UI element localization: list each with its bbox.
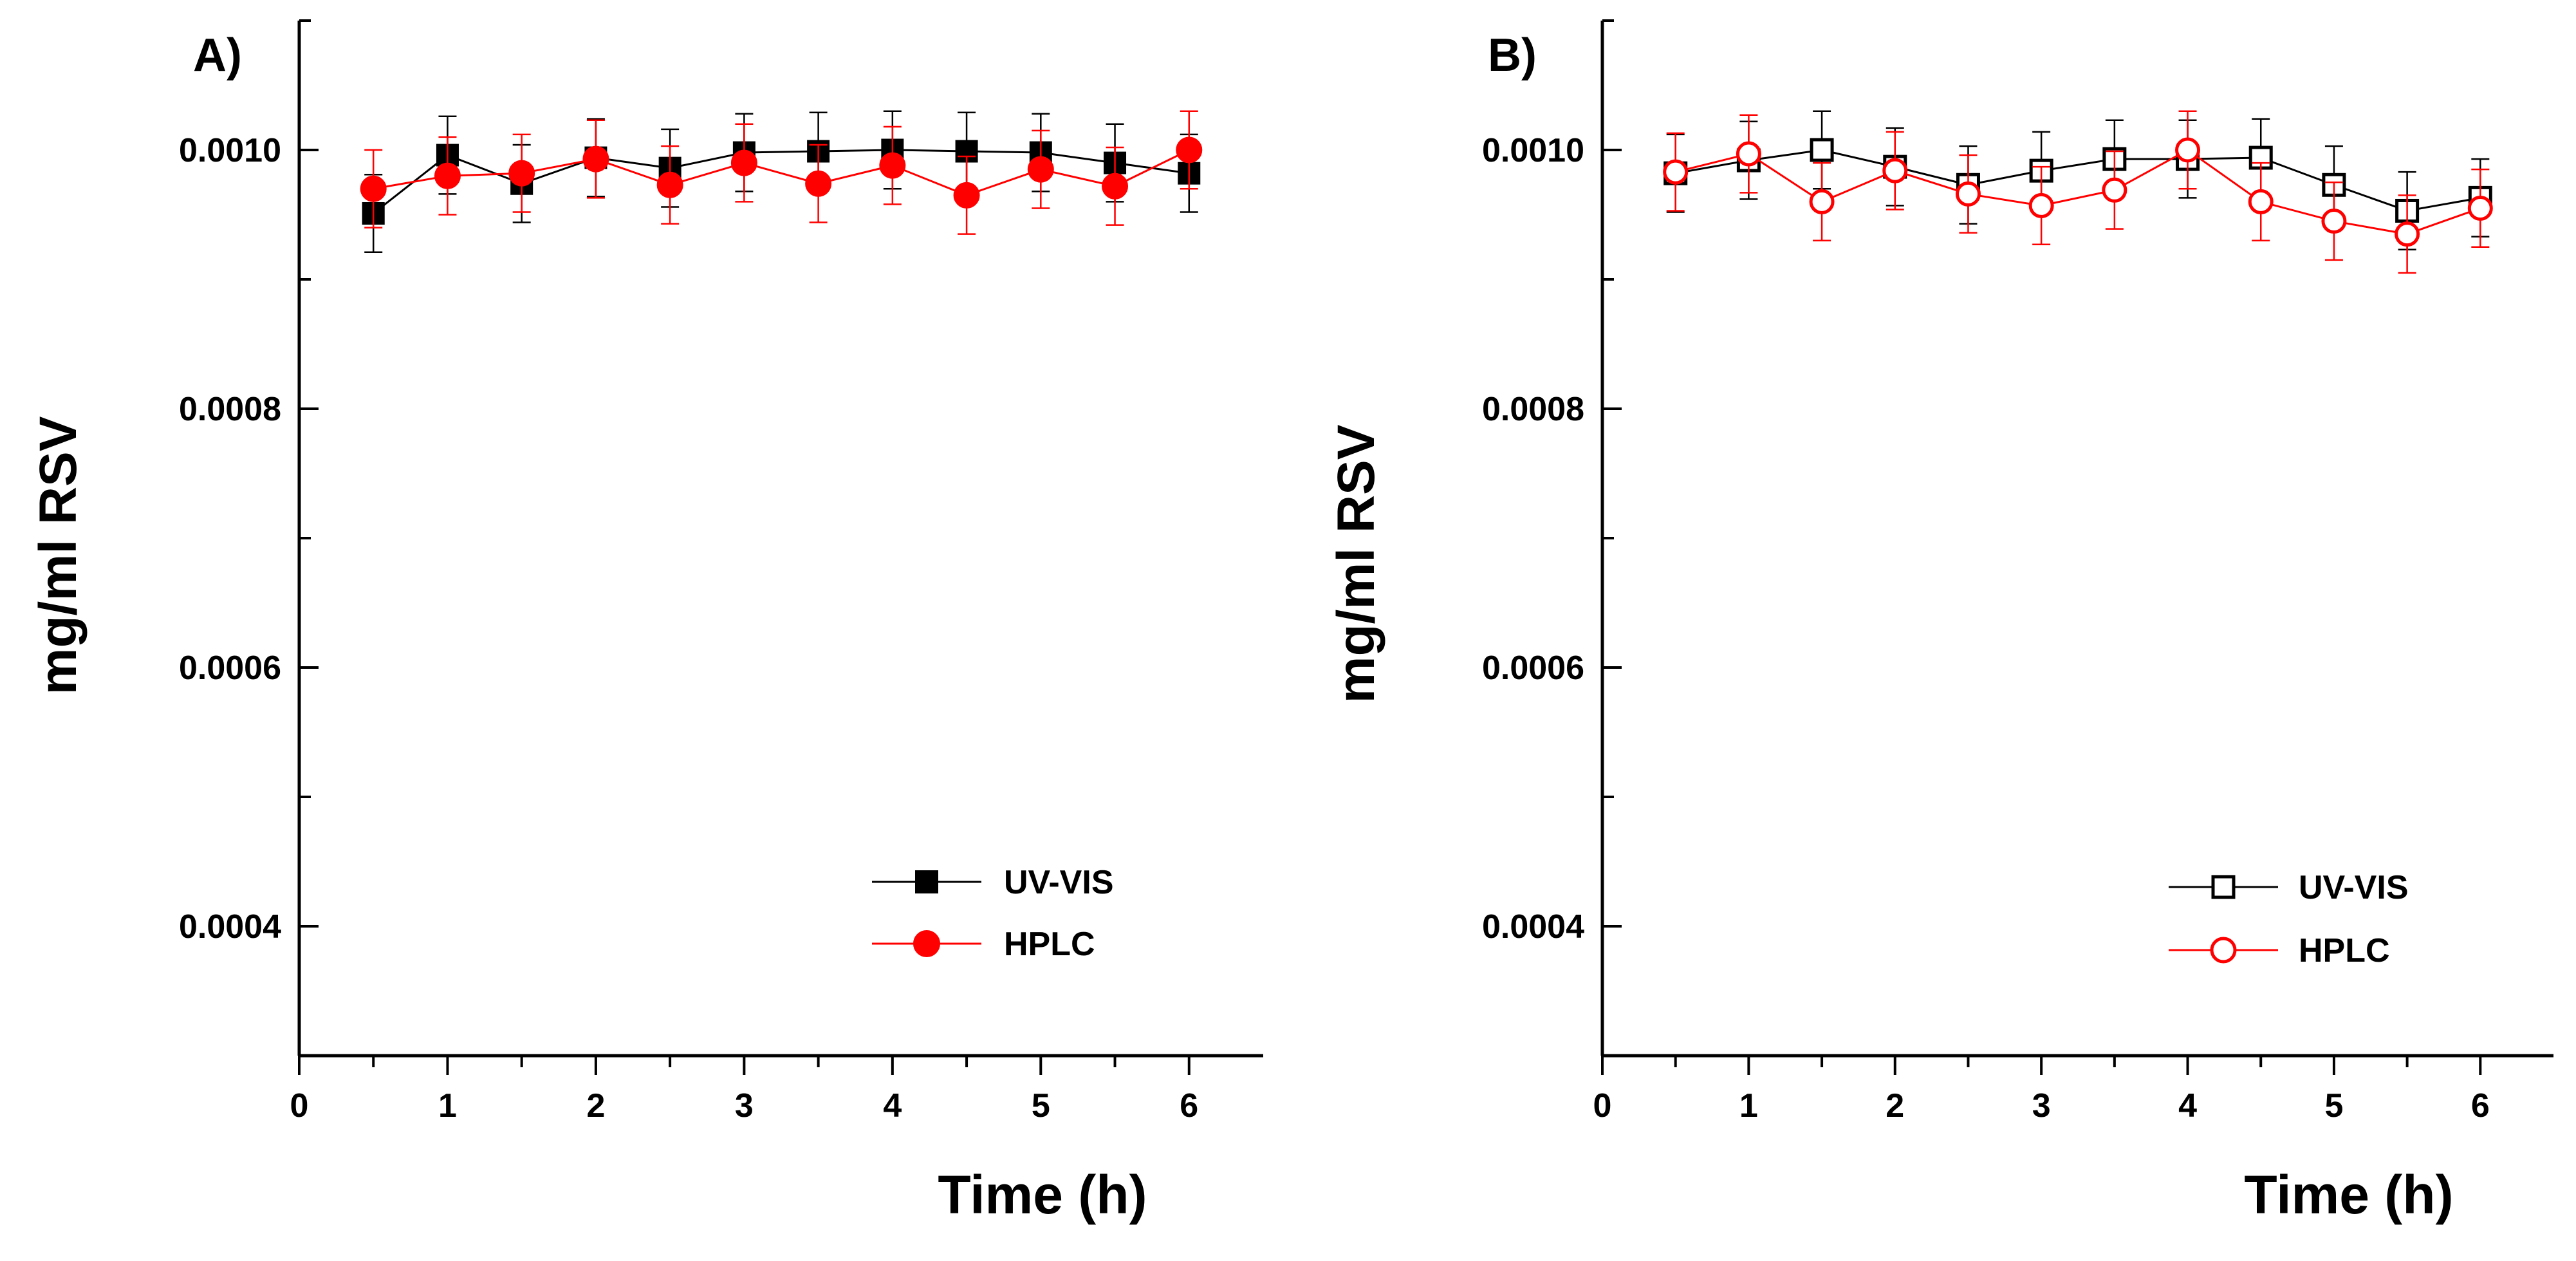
panel-b-point-hplc xyxy=(1882,158,1908,183)
panel-a-x-tick-label: 4 xyxy=(883,1087,902,1125)
panel-b-point-hplc xyxy=(2395,221,2420,247)
panel-b: B) 0 1 2 3 4 5 6 0.0004 0.0006 0.0008 0.… xyxy=(1327,19,2553,1225)
panel-a-point-uv-vis xyxy=(955,140,978,163)
panel-b-x-tick-label: 1 xyxy=(1739,1087,1758,1125)
panel-b-x-tick-labels: 0 1 2 3 4 5 6 xyxy=(1593,1087,2490,1125)
panel-b-point-hplc xyxy=(2467,195,2493,221)
panel-b-point-hplc xyxy=(2321,209,2347,234)
panel-a-legend-label-uv-vis: UV-VIS xyxy=(1004,864,1114,901)
panel-b-series-line-hplc xyxy=(1675,149,2481,236)
panel-b-y-axis-title: mg/ml RSV xyxy=(1327,424,1385,703)
panel-b-x-tick-label: 4 xyxy=(2178,1087,2197,1125)
panel-a-point-hplc xyxy=(434,162,461,189)
panel-a-point-hplc xyxy=(730,149,757,176)
panel-a-x-ticks xyxy=(298,1056,1191,1075)
panel-b-x-axis-title: Time (h) xyxy=(2244,1164,2453,1225)
panel-a-x-tick-label: 6 xyxy=(1180,1087,1198,1125)
panel-b-y-tick-labels: 0.0004 0.0006 0.0008 0.0010 xyxy=(1482,132,1584,946)
panel-a-point-hplc xyxy=(1176,136,1203,163)
panel-a-series-uv-vis xyxy=(362,110,1201,254)
panel-a-x-axis-title: Time (h) xyxy=(938,1164,1147,1225)
panel-a-legend: UV-VIS HPLC xyxy=(872,864,1114,963)
panel-a-point-hplc xyxy=(1102,173,1129,200)
panel-a-x-tick-label: 1 xyxy=(438,1087,457,1125)
panel-b-label: B) xyxy=(1488,30,1537,81)
panel-a-point-hplc xyxy=(1027,156,1054,183)
panel-b-point-hplc xyxy=(2102,177,2127,203)
panel-a-point-hplc xyxy=(805,170,832,197)
panel-b-point-hplc xyxy=(2175,137,2201,163)
panel-a-y-axis-title: mg/ml RSV xyxy=(29,416,88,695)
panel-a-label: A) xyxy=(193,30,242,81)
panel-a-y-tick-label: 0.0004 xyxy=(179,908,281,946)
panel-a-x-tick-label: 3 xyxy=(735,1087,754,1125)
panel-a-y-tick-labels: 0.0004 0.0006 0.0008 0.0010 xyxy=(179,132,281,946)
panel-b-x-tick-label: 0 xyxy=(1593,1087,1612,1125)
panel-b-point-hplc xyxy=(1955,181,1981,207)
panel-a-point-hplc xyxy=(360,175,387,202)
panel-b-series-hplc xyxy=(1663,110,2493,274)
panel-a-point-hplc xyxy=(953,182,980,209)
panel-a-series-hplc xyxy=(360,110,1203,235)
panel-a-y-tick-label: 0.0008 xyxy=(179,391,281,428)
panel-a-series-line-uv-vis xyxy=(373,149,1189,214)
panel-b-plot-area xyxy=(1663,110,2493,274)
panel-b-legend-label-hplc: HPLC xyxy=(2299,932,2390,969)
panel-a-point-hplc xyxy=(879,152,906,179)
panel-b-x-tick-label: 6 xyxy=(2471,1087,2490,1125)
panel-b-point-hplc xyxy=(2028,192,2054,218)
panel-b-point-hplc xyxy=(1809,189,1835,214)
panel-a-x-tick-label: 2 xyxy=(586,1087,605,1125)
panel-a-legend-label-hplc: HPLC xyxy=(1004,926,1095,963)
panel-b-y-tick-label: 0.0008 xyxy=(1482,391,1584,428)
panel-a-x-tick-label: 5 xyxy=(1032,1087,1050,1125)
panel-a-x-tick-label: 0 xyxy=(290,1087,309,1125)
panel-a-x-tick-labels: 0 1 2 3 4 5 6 xyxy=(290,1087,1199,1125)
panel-a: A) 0 1 2 3 4 5 6 0.0004 0.0006 0.0008 0.… xyxy=(29,19,1263,1225)
panel-b-point-hplc xyxy=(2248,189,2274,214)
panel-b-point-hplc xyxy=(1663,159,1689,185)
panel-b-x-tick-label: 2 xyxy=(1886,1087,1904,1125)
panel-b-point-hplc xyxy=(1736,141,1761,167)
panel-b-y-ticks xyxy=(1602,19,1622,1057)
panel-b-legend: UV-VIS HPLC xyxy=(2169,869,2409,969)
panel-a-point-hplc xyxy=(582,145,609,173)
panel-b-x-tick-label: 5 xyxy=(2324,1087,2343,1125)
panel-a-point-hplc xyxy=(508,160,535,187)
panel-a-legend-marker-uv-vis xyxy=(915,870,938,893)
panel-b-series-line-uv-vis xyxy=(1675,149,2481,212)
panel-a-legend-marker-hplc xyxy=(913,930,940,957)
panel-b-legend-label-uv-vis: UV-VIS xyxy=(2299,869,2409,906)
panel-b-point-uv-vis xyxy=(1810,138,1834,162)
panel-b-y-tick-label: 0.0006 xyxy=(1482,649,1584,687)
panel-b-x-tick-label: 3 xyxy=(2032,1087,2051,1125)
panel-b-legend-marker-hplc xyxy=(2210,937,2237,964)
panel-a-y-tick-label: 0.0010 xyxy=(179,132,281,169)
panel-b-axes xyxy=(1600,21,2553,1058)
panel-a-point-hplc xyxy=(656,171,683,198)
panel-b-legend-marker-uv-vis xyxy=(2211,875,2236,899)
panel-a-plot-area xyxy=(360,110,1203,254)
panel-b-y-tick-label: 0.0004 xyxy=(1482,908,1584,946)
panel-a-y-ticks xyxy=(299,19,319,1057)
panel-b-y-tick-label: 0.0010 xyxy=(1482,132,1584,169)
panel-a-y-tick-label: 0.0006 xyxy=(179,649,281,687)
panel-b-x-ticks xyxy=(1601,1056,2482,1075)
